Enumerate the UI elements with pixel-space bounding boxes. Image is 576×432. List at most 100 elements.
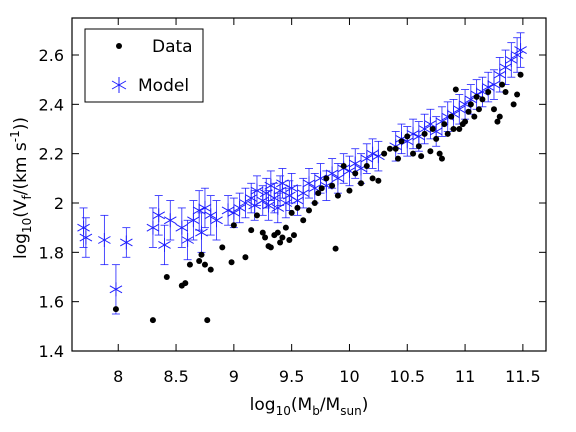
data-point xyxy=(517,71,524,78)
data-point xyxy=(358,180,365,187)
model-point xyxy=(181,233,194,247)
model-point xyxy=(331,171,345,186)
model-point xyxy=(493,67,507,82)
data-point xyxy=(456,126,463,132)
y-tick-label: 2.2 xyxy=(39,145,64,164)
model-point xyxy=(239,196,252,210)
model-point xyxy=(366,146,379,161)
model-point xyxy=(233,200,246,215)
y-tick-label: 2 xyxy=(54,194,64,213)
data-point xyxy=(182,280,189,287)
data-point xyxy=(398,138,405,145)
data-point xyxy=(479,96,486,103)
data-point xyxy=(204,317,211,324)
data-point xyxy=(112,306,119,313)
model-point xyxy=(204,208,218,223)
data-point xyxy=(274,229,281,236)
y-tick-label: 1.4 xyxy=(39,342,64,361)
data-point xyxy=(315,190,322,197)
x-tick-label: 8 xyxy=(113,367,123,386)
model-point xyxy=(510,48,524,62)
data-point xyxy=(375,177,382,184)
legend-model-marker xyxy=(111,77,127,93)
model-point xyxy=(452,102,466,117)
data-point xyxy=(438,155,445,162)
data-point xyxy=(404,133,411,140)
data-point xyxy=(510,101,517,108)
data-point xyxy=(248,227,255,234)
x-axis-label: log10(Mb/Msun) xyxy=(250,395,369,418)
data-point xyxy=(323,175,330,182)
x-tick-label: 11.5 xyxy=(505,367,541,386)
data-point xyxy=(267,244,274,251)
model-point xyxy=(187,213,200,228)
legend-box xyxy=(84,28,204,103)
data-point xyxy=(306,207,312,214)
data-point xyxy=(259,229,266,236)
x-axis: 8 8.5 9 9.5 10 10.5 11 11.5 xyxy=(113,18,541,386)
data-point xyxy=(318,185,325,192)
model-point xyxy=(514,43,527,58)
model-point xyxy=(504,52,518,67)
model-point xyxy=(283,188,296,203)
data-point xyxy=(418,153,425,160)
legend-data-label: Data xyxy=(152,37,193,57)
data-point xyxy=(262,234,269,241)
data-point xyxy=(392,145,399,152)
data-point xyxy=(502,89,509,95)
x-tick-label: 9 xyxy=(229,367,239,386)
data-point xyxy=(475,106,482,113)
data-point xyxy=(186,261,193,268)
data-point xyxy=(198,251,205,258)
data-point xyxy=(334,192,341,199)
model-point xyxy=(348,156,362,171)
data-point xyxy=(448,113,455,120)
data-point xyxy=(332,245,339,252)
data-point xyxy=(465,108,472,115)
data-point xyxy=(381,150,388,157)
model-point xyxy=(279,196,293,210)
data-point xyxy=(410,150,417,157)
model-point xyxy=(98,233,111,247)
model-point xyxy=(244,191,258,206)
data-point xyxy=(462,118,469,125)
data-point xyxy=(228,259,235,266)
data-point xyxy=(436,150,443,157)
model-point xyxy=(152,208,166,223)
model-point xyxy=(198,200,212,215)
data-point xyxy=(207,266,214,273)
data-point xyxy=(490,106,497,113)
data-point xyxy=(386,145,393,152)
model-point xyxy=(256,193,270,208)
data-point xyxy=(421,130,428,137)
model-point xyxy=(273,183,287,198)
data-point xyxy=(496,113,503,120)
model-point xyxy=(221,203,235,218)
data-point xyxy=(230,222,237,229)
model-point xyxy=(109,282,123,297)
data-point xyxy=(499,81,506,88)
data-point xyxy=(369,175,376,182)
data-point xyxy=(467,101,474,108)
x-tick-label: 8.5 xyxy=(163,367,188,386)
model-point xyxy=(146,220,160,235)
model-point xyxy=(325,166,339,181)
data-point xyxy=(300,217,307,224)
data-point xyxy=(277,239,284,246)
y-tick-label: 2.4 xyxy=(39,95,64,114)
data-point xyxy=(444,130,451,137)
model-point xyxy=(447,107,460,122)
x-tick-label: 11 xyxy=(455,367,475,386)
data-point xyxy=(253,212,260,219)
data-point xyxy=(346,187,353,194)
model-point xyxy=(119,235,133,250)
data-point xyxy=(329,182,336,189)
data-point xyxy=(363,163,370,169)
model-point xyxy=(302,176,316,191)
data-point xyxy=(514,91,521,98)
data-point xyxy=(471,113,478,120)
data-point xyxy=(149,317,156,324)
data-point xyxy=(352,170,359,177)
data-series xyxy=(112,71,524,324)
